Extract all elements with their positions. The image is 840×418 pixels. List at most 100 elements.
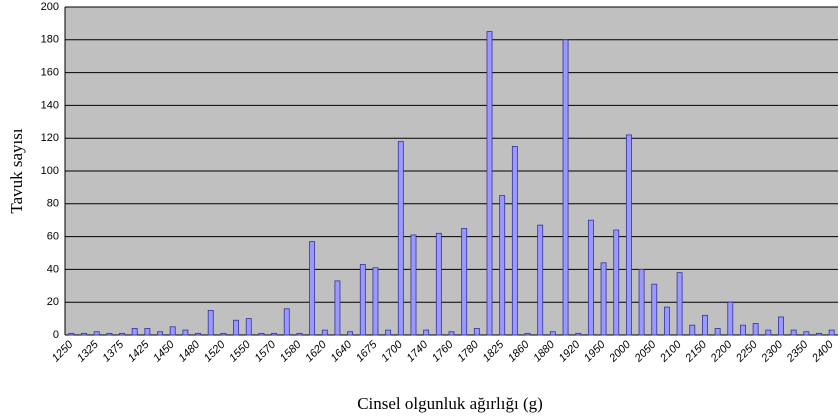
bar (828, 329, 835, 336)
bar (220, 332, 227, 336)
bar (702, 314, 708, 336)
y-tick-label: 100 (41, 165, 59, 177)
bar (372, 267, 379, 336)
y-tick-label: 20 (47, 296, 59, 308)
bar (765, 329, 772, 336)
x-tick-label: 1570 (252, 338, 278, 364)
bar (271, 332, 278, 336)
x-axis-title: Cinsel olgunluk ağırlığı (g) (357, 394, 543, 413)
x-tick-label: 2200 (708, 338, 735, 365)
bar (562, 39, 569, 336)
bar (663, 306, 670, 336)
bar (524, 332, 531, 336)
bar (182, 329, 189, 336)
bar (334, 280, 341, 336)
bar (397, 141, 404, 336)
bar (68, 332, 75, 336)
y-tick-label: 160 (41, 67, 59, 79)
y-tick-label: 180 (41, 34, 59, 46)
x-tick-label: 1480 (176, 338, 202, 364)
x-tick-label: 2350 (784, 338, 811, 365)
x-tick-label: 1580 (278, 338, 304, 364)
bar (499, 195, 506, 336)
bar (714, 328, 721, 336)
bar (537, 224, 544, 336)
bar (283, 308, 290, 336)
bar (410, 234, 417, 336)
y-tick-label: 0 (53, 329, 59, 341)
bar (778, 316, 784, 336)
bar (207, 309, 214, 336)
x-tick-label: 1325 (75, 338, 101, 364)
bar (321, 329, 328, 336)
bar (448, 331, 455, 336)
x-tick-label: 2250 (733, 338, 760, 365)
bar (473, 328, 480, 336)
x-tick-label: 2000 (607, 338, 634, 365)
bar (258, 332, 265, 336)
bar (169, 326, 176, 336)
bar (790, 329, 797, 336)
bar (549, 331, 556, 336)
x-tick-label: 1825 (481, 338, 507, 364)
x-tick-label: 2050 (632, 338, 659, 365)
x-tick-label: 1860 (506, 338, 532, 364)
bar (803, 331, 810, 336)
bar (651, 283, 658, 336)
x-tick-label: 1700 (379, 338, 405, 364)
x-tick-label: 1760 (430, 338, 456, 364)
y-tick-label: 120 (41, 132, 59, 144)
x-tick-label: 1920 (557, 338, 583, 364)
x-tick-label: 1740 (405, 338, 431, 364)
bar (423, 329, 430, 336)
bar (587, 219, 594, 336)
x-tick-label: 1950 (582, 338, 608, 364)
bar (613, 229, 620, 336)
x-tick-label: 1550 (227, 338, 253, 364)
bar (461, 227, 468, 336)
x-tick-label: 1620 (303, 338, 329, 364)
y-tick-label: 140 (41, 99, 59, 111)
x-tick-label: 1425 (126, 338, 152, 364)
x-tick-label: 1780 (455, 338, 481, 364)
bar (575, 332, 582, 336)
bar (359, 264, 366, 336)
y-tick-label: 200 (41, 1, 59, 13)
x-tick-label: 2400 (809, 338, 836, 365)
x-tick-label: 1675 (354, 338, 380, 364)
bar (131, 328, 138, 336)
bar (740, 324, 746, 336)
x-tick-label: 1250 (50, 338, 76, 364)
bar (486, 31, 493, 336)
bar (245, 318, 252, 336)
bar (816, 332, 822, 336)
bar (752, 323, 759, 336)
bar (600, 262, 607, 336)
bar (233, 319, 240, 336)
x-tick-label: 2300 (759, 338, 786, 365)
bar (144, 328, 151, 336)
x-tick-label: 2150 (683, 338, 710, 365)
y-tick-label: 60 (47, 231, 59, 243)
bar (119, 332, 125, 336)
bar (625, 134, 632, 336)
x-tick-label: 1640 (329, 338, 355, 364)
bar (195, 332, 201, 336)
bar (638, 268, 645, 336)
x-tick-label: 2100 (657, 338, 684, 365)
x-tick-label: 1450 (151, 338, 177, 364)
bar (689, 324, 696, 336)
bar (511, 145, 518, 336)
x-tick-label: 1880 (531, 338, 557, 364)
x-tick-label: 1520 (202, 338, 228, 364)
bar (435, 232, 442, 336)
bar (347, 331, 354, 336)
bar (93, 331, 100, 336)
y-tick-label: 80 (47, 198, 59, 210)
bar (309, 241, 316, 336)
x-tick-label: 1375 (100, 338, 126, 364)
bar (157, 331, 163, 336)
bar (676, 272, 683, 336)
bar (106, 332, 113, 336)
